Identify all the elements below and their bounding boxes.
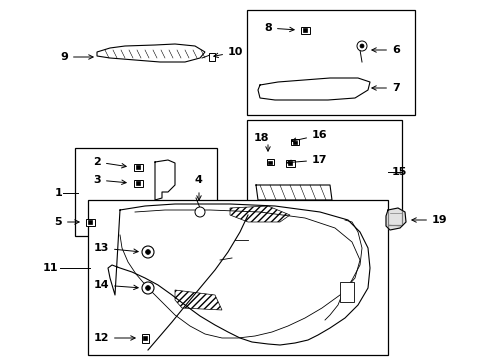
Text: 16: 16	[292, 130, 328, 143]
Bar	[247, 10, 415, 115]
Bar	[340, 282, 354, 302]
Bar	[85, 219, 95, 225]
Circle shape	[146, 285, 150, 291]
Text: 8: 8	[264, 23, 294, 33]
Bar	[267, 159, 273, 165]
Bar	[88, 200, 388, 355]
Circle shape	[195, 207, 205, 217]
Bar	[247, 120, 402, 225]
Circle shape	[146, 249, 150, 255]
Bar	[133, 180, 143, 186]
Circle shape	[360, 44, 364, 48]
Circle shape	[357, 41, 367, 51]
Bar	[268, 161, 272, 163]
Text: 7: 7	[372, 83, 400, 93]
Bar	[133, 163, 143, 171]
Text: 4: 4	[194, 175, 202, 185]
Text: 18: 18	[254, 133, 270, 143]
Text: 6: 6	[372, 45, 400, 55]
Bar	[300, 27, 310, 33]
Bar	[303, 28, 307, 32]
Text: 15: 15	[392, 167, 407, 177]
Bar	[142, 333, 148, 342]
Text: 17: 17	[287, 155, 327, 165]
Bar	[136, 181, 140, 185]
Circle shape	[142, 246, 154, 258]
Bar	[288, 161, 292, 165]
Polygon shape	[386, 208, 406, 230]
Text: 9: 9	[60, 52, 93, 62]
Bar	[75, 148, 217, 236]
Text: 2: 2	[93, 157, 126, 168]
Text: 19: 19	[412, 215, 448, 225]
Text: 13: 13	[94, 243, 138, 253]
Text: 10: 10	[214, 47, 244, 58]
Bar	[293, 140, 297, 144]
Bar	[136, 165, 140, 169]
Bar	[143, 336, 147, 340]
Text: 1: 1	[54, 188, 62, 198]
Bar	[291, 139, 299, 145]
Text: 12: 12	[94, 333, 135, 343]
Bar	[286, 159, 294, 166]
Text: 5: 5	[54, 217, 79, 227]
Circle shape	[142, 282, 154, 294]
Text: 3: 3	[94, 175, 126, 185]
Bar	[209, 53, 215, 61]
Bar	[88, 220, 92, 224]
Text: 11: 11	[43, 263, 58, 273]
Text: 14: 14	[94, 280, 138, 290]
